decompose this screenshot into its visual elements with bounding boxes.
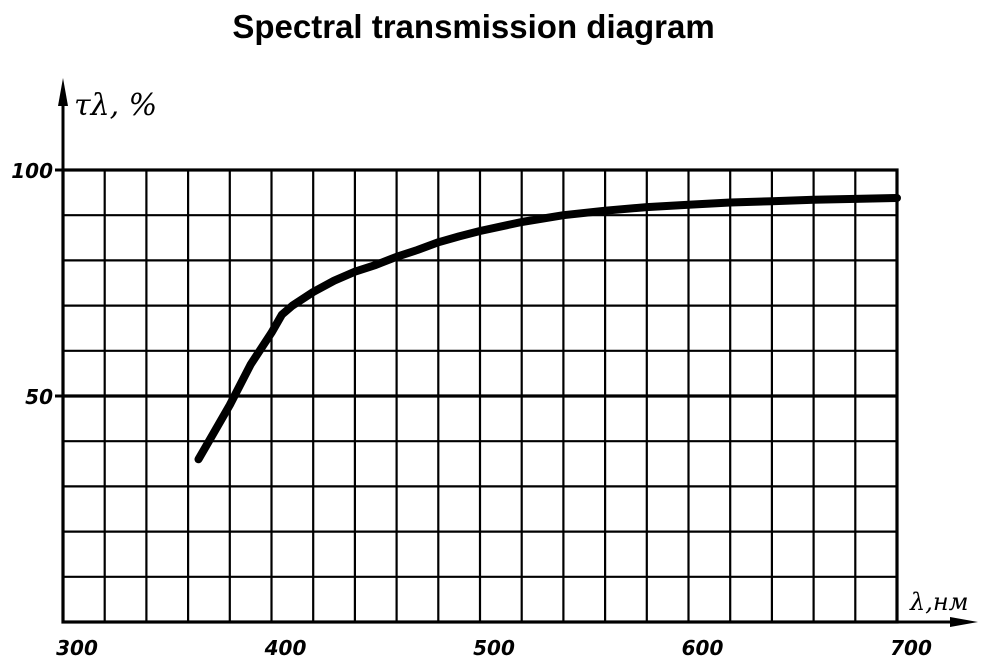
grid (63, 170, 897, 622)
x-tick-label: 400 (264, 636, 307, 660)
y-axis-label: τλ, % (74, 88, 157, 123)
y-tick-label: 100 (11, 159, 53, 183)
y-tick-label: 50 (25, 385, 53, 409)
x-axis-arrow (950, 617, 978, 627)
y-axis-arrow (58, 78, 68, 106)
series-line (194, 194, 901, 464)
chart-title: Spectral transmission diagram (232, 8, 715, 45)
x-tick-label: 700 (890, 636, 932, 660)
x-tick-label: 600 (682, 636, 724, 660)
axes (55, 78, 978, 627)
x-axis-label: λ,нм (909, 588, 969, 616)
series-layer (194, 194, 901, 464)
x-tick-label: 500 (473, 636, 515, 660)
x-tick-label: 300 (56, 636, 98, 660)
tick-labels: 300 400 500 600 700 100 50 (11, 159, 932, 660)
